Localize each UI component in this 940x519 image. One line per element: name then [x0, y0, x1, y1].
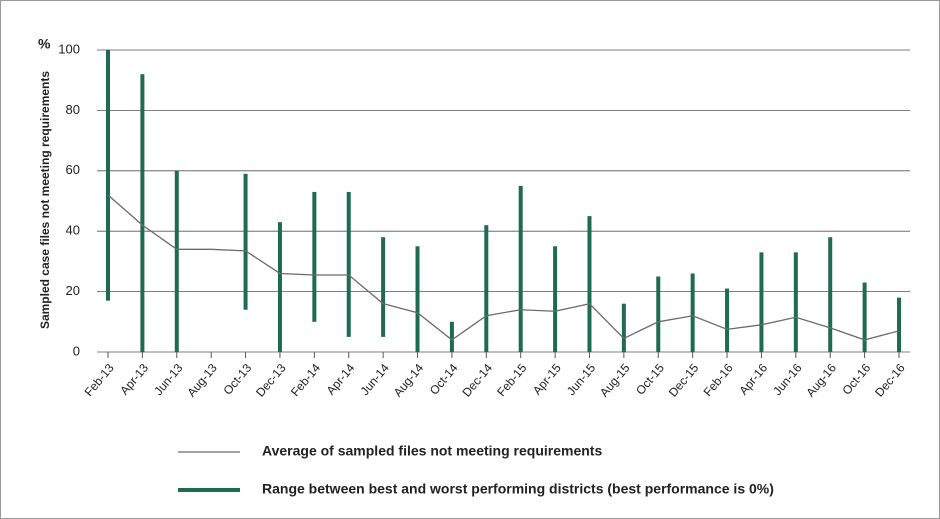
- x-tick-label: Oct-13: [220, 361, 254, 398]
- legend-label: Range between best and worst performing …: [262, 481, 774, 497]
- x-tick-label: Feb-16: [701, 361, 736, 399]
- x-tick-label: Dec-15: [666, 361, 702, 400]
- range-bar: [243, 173, 248, 310]
- x-tick-label: Apr-14: [324, 361, 358, 398]
- x-tick-label: Aug-15: [597, 361, 633, 400]
- range-bar: [415, 246, 420, 352]
- range-bar: [690, 273, 695, 352]
- x-tick-label: Jun-14: [358, 361, 393, 398]
- range-bar: [381, 237, 386, 337]
- x-tick-label: Oct-15: [633, 361, 667, 398]
- x-tick-label: Dec-16: [872, 361, 908, 400]
- y-tick-label: 20: [66, 283, 80, 298]
- range-bar: [725, 288, 730, 352]
- range-bar: [759, 252, 764, 352]
- x-tick-label: Jun-16: [770, 361, 805, 398]
- range-bar: [862, 282, 867, 352]
- range-bar: [346, 191, 351, 337]
- x-tick-label: Aug-16: [803, 361, 839, 400]
- range-bar: [587, 216, 592, 352]
- x-tick-label: Feb-15: [494, 361, 529, 399]
- range-bar: [174, 170, 179, 352]
- range-bar: [449, 321, 454, 352]
- legend-label: Average of sampled files not meeting req…: [262, 443, 602, 459]
- range-bar: [656, 276, 661, 352]
- range-bar: [106, 50, 110, 301]
- range-bar: [828, 237, 833, 352]
- range-bar: [312, 191, 317, 322]
- range-bar: [518, 185, 523, 352]
- y-tick-label: 60: [66, 162, 80, 177]
- y-tick-label: 0: [73, 343, 80, 358]
- x-tick-label: Dec-14: [459, 361, 495, 400]
- range-bar: [793, 252, 798, 352]
- range-bar: [140, 74, 145, 352]
- y-tick-label: 100: [58, 41, 80, 56]
- x-tick-label: Oct-16: [839, 361, 873, 398]
- range-bar: [277, 222, 282, 352]
- y-unit: %: [38, 36, 51, 52]
- x-tick-label: Apr-15: [530, 361, 564, 398]
- x-tick-label: Dec-13: [253, 361, 289, 400]
- x-tick-label: Feb-14: [288, 361, 323, 399]
- range-bar: [553, 246, 558, 352]
- x-tick-label: Feb-13: [82, 361, 117, 399]
- x-tick-label: Jun-13: [151, 361, 186, 398]
- y-tick-label: 80: [66, 102, 80, 117]
- y-tick-label: 40: [66, 223, 80, 238]
- x-tick-label: Aug-14: [391, 361, 427, 400]
- range-bar: [484, 225, 489, 352]
- range-bar: [897, 297, 901, 352]
- average-line: [107, 194, 900, 341]
- x-tick-label: Jun-15: [564, 361, 599, 398]
- x-tick-label: Oct-14: [427, 361, 461, 398]
- range-bar: [621, 303, 626, 352]
- x-tick-label: Apr-13: [117, 361, 151, 398]
- y-axis-label: Sampled case files not meeting requireme…: [38, 71, 52, 329]
- x-tick-label: Apr-16: [736, 361, 770, 398]
- x-tick-label: Aug-13: [184, 361, 220, 400]
